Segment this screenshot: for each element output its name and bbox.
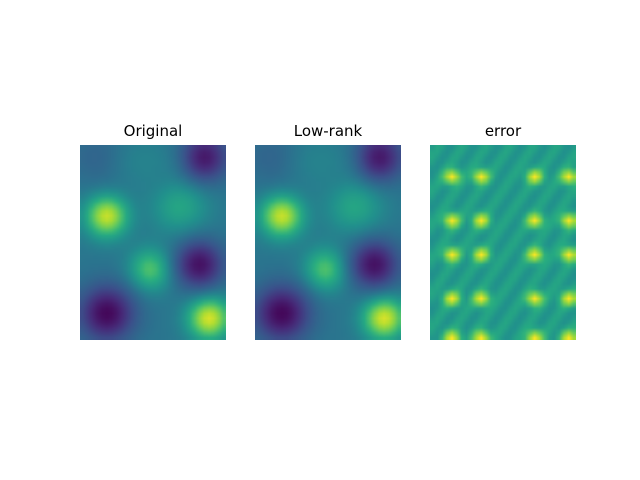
heatmap-error [430,145,576,340]
heatmap-original [80,145,226,340]
panel-title-error: error [484,122,522,140]
panel-title-original: Original [123,122,183,140]
panel-title-low-rank: Low-rank [293,122,363,140]
heatmap-low-rank [255,145,401,340]
